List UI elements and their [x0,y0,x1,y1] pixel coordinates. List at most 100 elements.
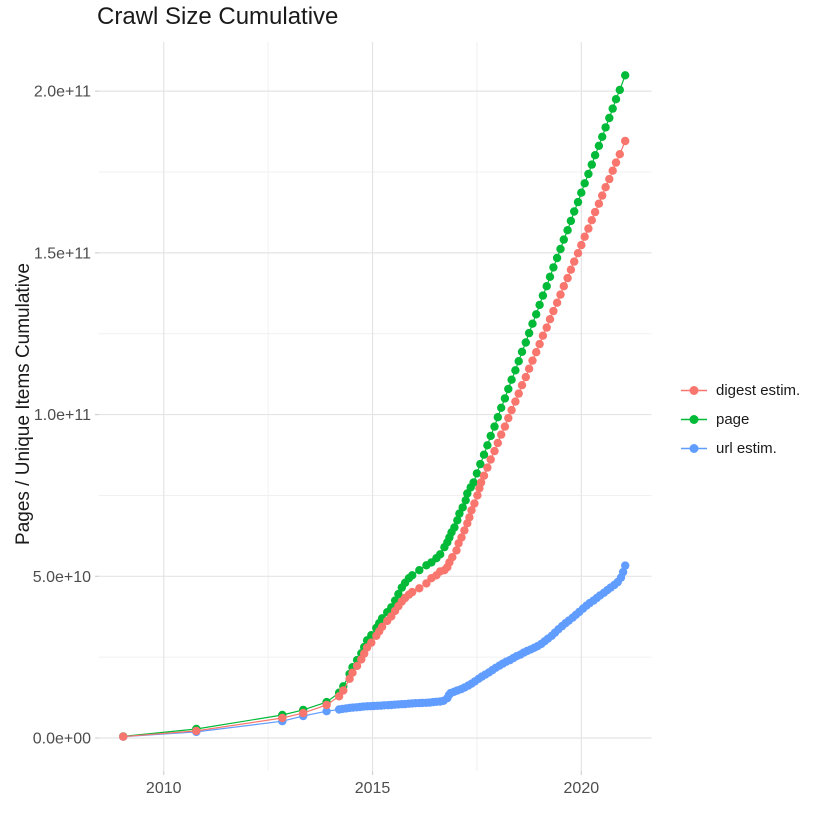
y-tick-label: 1.5e+11 [34,245,91,262]
y-tick-label: 2.0e+11 [34,84,91,101]
data-point-page [608,104,617,113]
data-point-page [538,291,548,300]
data-point-digest-estim- [566,265,576,274]
data-point-digest-estim- [486,455,495,464]
data-point-page [415,566,424,575]
data-point-digest-estim- [497,430,506,439]
data-point-digest-estim- [119,732,128,741]
data-point-digest-estim- [448,553,457,562]
data-point-digest-estim- [348,668,357,677]
data-point-page [394,589,403,599]
x-tick-label: 2020 [564,780,600,797]
data-point-page [605,113,614,123]
data-point-url-estim- [621,561,630,570]
data-point-page [476,459,485,469]
legend-label-url: url estim. [716,440,777,457]
legend-label-page: page [716,411,750,428]
data-point-page [556,244,565,254]
data-point-page [469,478,478,487]
data-point-digest-estim- [479,471,489,480]
data-point-digest-estim- [452,546,461,555]
data-point-page [500,394,510,403]
data-point-digest-estim- [339,686,348,695]
data-point-digest-estim- [542,323,551,332]
data-point-digest-estim- [493,438,502,448]
data-point-url-estim- [618,567,628,577]
chart-title: Crawl Size Cumulative [97,3,339,30]
data-point-page [570,207,579,216]
data-point-page [458,503,467,512]
data-point-page [521,338,530,347]
data-point-digest-estim- [605,174,614,184]
data-point-digest-estim- [601,183,610,192]
data-point-digest-estim- [507,405,516,415]
data-point-page [611,95,621,104]
x-tick-label: 2015 [355,780,391,797]
data-point-digest-estim- [580,232,589,241]
data-point-page [532,310,541,319]
data-point-digest-estim- [528,356,537,365]
series-line-url-estim- [123,565,626,738]
data-point-page [566,216,576,226]
data-point-page [549,263,558,272]
data-point-page [461,496,470,505]
data-point-digest-estim- [334,692,344,701]
data-point-page [455,509,464,518]
data-point-page [559,235,568,244]
data-point-digest-estim- [524,364,534,373]
data-point-digest-estim- [590,207,600,217]
legend: digest estim. page url estim. [681,376,800,463]
data-point-digest-estim- [500,422,510,431]
data-point-page [542,282,551,291]
data-point-page [573,197,583,207]
data-point-page [524,328,534,338]
data-point-digest-estim- [483,463,492,472]
data-point-page [615,85,624,95]
data-point-page [504,384,513,394]
data-point-digest-estim- [608,166,617,175]
y-tick-label: 0.0e+00 [33,731,91,748]
data-point-digest-estim- [532,348,541,357]
data-point-digest-estim- [573,249,583,258]
series-line-digest-estim- [123,140,626,738]
data-point-digest-estim- [490,446,499,456]
data-point-digest-estim- [422,579,431,588]
data-point-page [528,319,537,328]
data-point-digest-estim- [517,381,527,390]
y-axis-title: Pages / Unique Items Cumulative [13,263,34,545]
data-point-digest-estim- [570,257,579,266]
data-point-page [598,132,607,141]
data-point-digest-estim- [521,372,530,382]
data-point-digest-estim- [552,298,562,307]
data-point-digest-estim- [278,713,287,723]
data-point-digest-estim- [367,638,376,647]
legend-key-page-icon [681,415,707,424]
data-point-page [563,226,572,235]
data-point-page [408,571,417,580]
data-point-digest-estim- [476,478,486,487]
data-point-page [594,141,604,150]
data-point-digest-estim- [299,708,308,718]
y-tick-label: 5.0e+10 [33,569,91,586]
data-point-page [577,188,586,197]
data-point-digest-estim- [511,397,520,406]
data-point-page [584,169,593,179]
data-point-digest-estim- [577,240,586,250]
data-point-digest-estim- [467,506,476,515]
data-point-page [497,403,506,412]
data-point-digest-estim- [598,191,607,200]
data-point-page [514,357,523,366]
data-point-page [545,272,555,281]
data-point-page [483,441,492,450]
data-point-digest-estim- [615,150,624,159]
data-point-digest-estim- [192,726,201,736]
data-point-digest-estim- [545,315,555,324]
legend-key-digest-icon [681,386,707,395]
data-point-digest-estim- [415,584,424,593]
data-point-digest-estim- [322,700,331,710]
data-point-digest-estim- [460,526,469,535]
data-point-digest-estim- [470,499,479,508]
data-point-digest-estim- [538,331,548,340]
legend-item-url: url estim. [681,434,800,463]
data-point-digest-estim- [556,290,565,299]
